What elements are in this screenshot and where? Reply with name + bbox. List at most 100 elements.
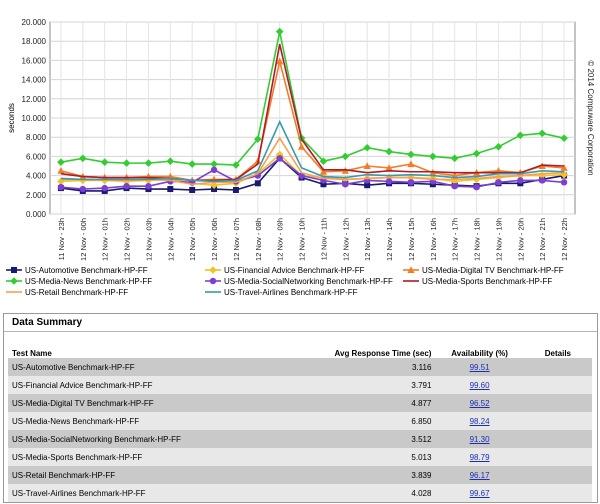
header-availability: Availability (%) [451,349,508,358]
data-point [210,160,218,168]
legend-marker [209,277,217,285]
series-5 [60,43,565,182]
data-point [363,162,371,169]
data-point [144,159,153,167]
availability-link[interactable]: 91.30 [469,434,490,444]
legend-swatch [205,265,221,275]
legend-label: US-Financial Advice Benchmark-HP-FF [224,265,365,275]
test-name-cell: US-Media-Digital TV Benchmark-HP-FF [8,394,318,412]
data-point [473,183,480,191]
data-point [341,152,350,161]
data-point [123,182,130,190]
table-row: US-Media-Digital TV Benchmark-HP-FF 4.877… [8,394,592,412]
data-point [57,183,65,191]
data-point [297,143,306,150]
data-point [385,147,393,156]
avg-response-cell: 5.013 [317,448,436,466]
series-line [60,153,565,187]
y-tick-label: 10.000 [22,114,47,123]
y-tick-label: 20.000 [22,18,47,27]
availability-cell: 99.67 [435,484,524,502]
availability-cell: 98.79 [435,448,524,466]
chart-svg: 0.000 2.000 4.000 6.000 8.000 10.000 12.000 14.… [7,18,595,261]
data-summary-title: Data Summary [4,314,597,332]
x-tick-label: 12 Nov - 17h [451,218,460,261]
details-cell [523,412,592,430]
x-tick-label: 12 Nov - 02h [123,218,132,261]
data-point [451,182,458,190]
legend-item: US-Automotive Benchmark-HP-FF [6,265,148,275]
series-4 [57,155,568,193]
data-point [407,179,415,186]
test-name-cell: US-Automotive Benchmark-HP-FF [8,358,318,376]
avg-response-cell: 4.877 [317,394,436,412]
test-name-cell: US-Media-News Benchmark-HP-FF [8,412,318,430]
availability-link[interactable]: 96.52 [469,398,490,408]
legend-marker [209,266,217,274]
table-header-row: Test Name Avg Response Time (sec) Availa… [8,338,592,358]
avg-response-cell: 3.791 [317,376,436,394]
availability-link[interactable]: 99.60 [469,380,490,390]
data-point [276,57,284,65]
availability-cell: 91.30 [435,430,524,448]
data-point [189,187,196,193]
x-tick-label: 12 Nov - 03h [144,218,153,261]
x-tick-label: 12 Nov - 16h [429,218,438,261]
data-point [342,181,349,188]
avg-response-cell: 3.839 [317,466,436,484]
test-name-cell: US-Retail Benchmark-HP-FF [8,466,318,484]
x-tick-label: 12 Nov - 13h [363,218,372,261]
legend-label: US-Media-Digital TV Benchmark-HP-FF [422,265,564,275]
availability-link[interactable]: 96.17 [469,470,490,480]
data-point [450,154,459,163]
x-tick-label: 12 Nov - 04h [166,218,175,261]
data-summary-panel: Data Summary Test Name Avg Response Time… [3,313,598,503]
availability-cell: 96.52 [435,394,524,412]
table-row: US-Automotive Benchmark-HP-FF 3.116 99.51 [8,358,592,376]
data-point [385,178,393,185]
legend-label: US-Media-SocialNetworking Benchmark-HP-F… [224,276,393,286]
series-line [60,119,565,183]
x-tick-label: 12 Nov - 10h [298,218,307,261]
legend-label: US-Media-Sports Benchmark-HP-FF [422,276,553,286]
data-point [560,134,568,142]
data-point [560,170,568,179]
data-point [560,179,568,186]
header-test-name: Test Name [12,349,52,358]
data-point [319,167,328,175]
data-point [385,164,393,171]
legend-swatch-svg [6,267,22,273]
data-point [79,185,87,193]
header-details: Details [544,349,571,358]
data-point [298,172,305,179]
legend-item: US-Media-Digital TV Benchmark-HP-FF [403,265,564,275]
data-point [232,161,240,169]
legend-item: US-Media-SocialNetworking Benchmark-HP-F… [205,276,393,286]
data-point [254,180,261,187]
y-tick-label: 4.000 [26,172,47,181]
availability-link[interactable]: 98.24 [469,416,490,426]
x-tick-label: 12 Nov - 06h [210,218,219,261]
legend-label: US-Travel-Airlines Benchmark-HP-FF [224,287,358,297]
legend-swatch-svg [403,266,419,273]
x-tick-label: 12 Nov - 21h [538,218,547,261]
availability-link[interactable]: 99.51 [469,362,490,372]
table-row: US-Retail Benchmark-HP-FF 3.839 96.17 [8,466,592,484]
availability-link[interactable]: 98.79 [469,452,490,462]
legend-swatch [6,287,22,297]
header-avg-response: Avg Response Time (sec) [334,349,432,358]
data-point [232,187,239,193]
legend-marker [407,266,415,273]
data-point [275,150,284,159]
avg-response-cell: 4.028 [317,484,436,502]
details-cell [523,358,592,376]
data-point [538,177,546,184]
availability-link[interactable]: 99.67 [469,488,490,498]
y-axis-label: seconds [7,103,16,133]
legend-swatch-svg [205,291,221,293]
test-name-cell: US-Travel-Airlines Benchmark-HP-FF [8,484,318,502]
x-tick-label: 12 Nov - 05h [188,218,197,261]
legend-swatch-svg [6,277,22,285]
legend-swatch-svg [6,291,22,293]
test-name-cell: US-Financial Advice Benchmark-HP-FF [8,376,318,394]
